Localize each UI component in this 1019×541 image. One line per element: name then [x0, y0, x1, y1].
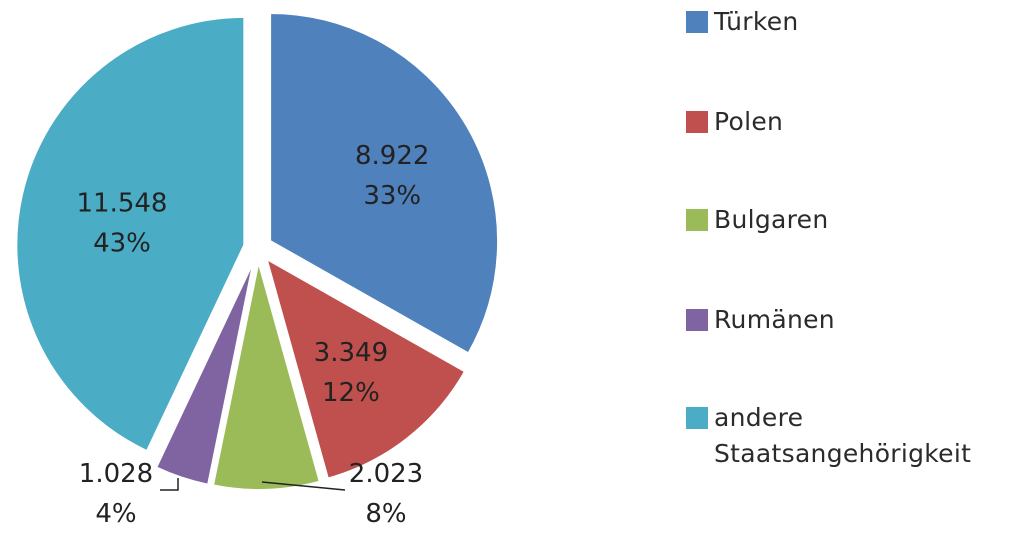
pie-data-labels: 8.922 33% 3.349 12% 2.023 8% 1.028 4% 11.548 43%	[76, 141, 429, 529]
pie-slice-tuerken	[269, 11, 500, 355]
data-label-value-andere-staatsangehoerigkeit: 11.548	[76, 188, 167, 218]
pie-slices	[15, 11, 500, 491]
pie-slice-rumaenen	[154, 260, 255, 486]
legend-swatch	[686, 209, 708, 231]
legend-label: Türken	[714, 7, 799, 36]
chart-legend: Türken Polen Bulgaren Rumänen andere Staatsa…	[686, 0, 1016, 541]
leader-line-rumaenen	[160, 478, 179, 491]
data-label-percent-bulgaren: 8%	[365, 499, 406, 529]
data-label-value-bulgaren: 2.023	[349, 459, 423, 489]
data-label-value-rumaenen: 1.028	[79, 459, 153, 489]
legend-label: Polen	[714, 107, 784, 136]
data-label-percent-andere-staatsangehoerigkeit: 43%	[93, 228, 151, 258]
legend-item-rumaenen: Rumänen	[686, 302, 1014, 338]
data-label-percent-rumaenen: 4%	[95, 499, 136, 529]
legend-item-tuerken: Türken	[686, 4, 1014, 40]
pie-slice-polen	[265, 256, 467, 480]
pie-slice-bulgaren	[211, 261, 322, 491]
legend-label: Rumänen	[714, 305, 835, 334]
pie-slice-andere-staatsangehoerigkeit	[15, 15, 246, 453]
legend-swatch	[686, 407, 708, 429]
legend-label: Bulgaren	[714, 205, 829, 234]
legend-label: andere Staatsangehörigkeit	[714, 403, 972, 468]
legend-item-polen: Polen	[686, 104, 1014, 140]
legend-swatch	[686, 11, 708, 33]
data-label-value-tuerken: 8.922	[355, 141, 429, 171]
data-label-value-polen: 3.349	[314, 338, 388, 368]
legend-item-bulgaren: Bulgaren	[686, 202, 1014, 238]
legend-swatch	[686, 309, 708, 331]
data-label-percent-tuerken: 33%	[363, 181, 421, 211]
legend-item-andere-staatsangehoerigkeit: andere Staatsangehörigkeit	[686, 400, 1014, 472]
data-label-percent-polen: 12%	[322, 378, 380, 408]
legend-swatch	[686, 111, 708, 133]
leader-line-bulgaren	[261, 481, 346, 491]
